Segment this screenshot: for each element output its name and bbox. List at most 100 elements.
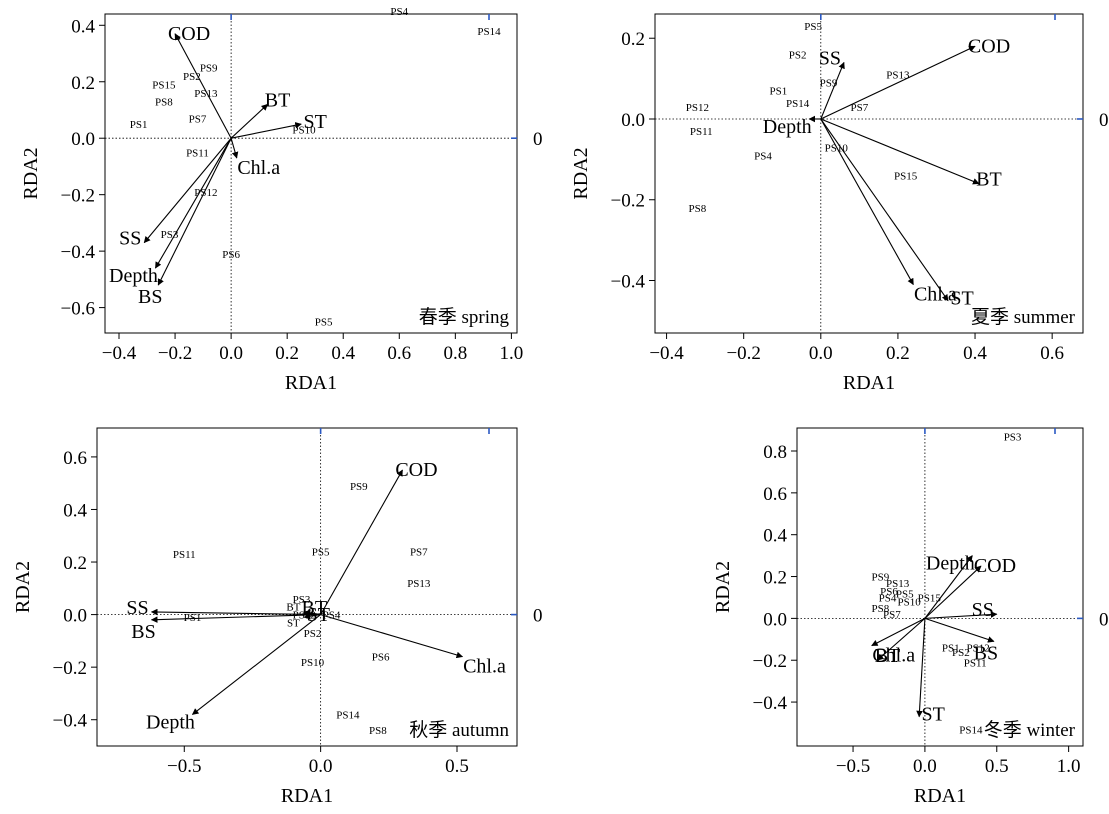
site-label-ps13: PS13	[407, 578, 431, 590]
y-tick-label: 0.4	[71, 16, 95, 37]
y-tick-label: 0.2	[763, 568, 787, 589]
vector-label-st: ST	[950, 288, 973, 310]
y-tick-label: −0.2	[61, 186, 95, 207]
vector-label-chla: Chl.a	[463, 656, 506, 678]
x-axis-label: RDA1	[285, 372, 337, 394]
site-label-ps2: PS2	[952, 647, 970, 659]
site-label-ps12: PS12	[194, 187, 217, 199]
vector-arrow-depth	[924, 555, 973, 619]
vector-label-ss: SS	[119, 228, 141, 250]
vector-arrow-bs	[157, 137, 232, 286]
vector-arrow-cod	[320, 469, 403, 615]
site-label-ps3: PS3	[293, 594, 311, 606]
site-label-ps15: PS15	[152, 80, 176, 92]
site-label-ps14: PS14	[477, 26, 501, 38]
site-label-ps7: PS7	[410, 547, 428, 559]
site-label-ps15: PS15	[894, 171, 918, 183]
vector-arrow-st	[916, 618, 926, 718]
site-label-ps3: PS3	[1004, 431, 1022, 443]
panel-autumn: −0.5 0.0 0.5 −0.4 −0.2 0.0 0.2 0.4 0.6 RDA1 RDA2 0 秋…	[12, 427, 543, 807]
vector-label-bt: BT	[976, 169, 1002, 191]
vector-label-depth: Depth	[109, 265, 158, 287]
site-label-ps10: PS10	[897, 597, 921, 609]
season-label: 冬季 winter	[984, 719, 1076, 741]
site-label-ps4: PS4	[390, 6, 408, 18]
y-tick-label: −0.4	[753, 693, 788, 714]
y-tick-label: 0.0	[763, 609, 787, 630]
site-label-ps14: PS14	[336, 709, 360, 721]
site-label-ps10: PS10	[825, 142, 849, 154]
site-label-ps11: PS11	[173, 549, 196, 561]
site-label-ps13: PS13	[194, 88, 218, 100]
vector-arrow-ss	[924, 611, 998, 619]
plot-frame	[96, 427, 518, 747]
vector-label-cod: COD	[974, 555, 1016, 577]
y-tick-label: 0.2	[621, 29, 645, 50]
x-axis-label: RDA1	[914, 785, 966, 807]
y-axis-label: RDA2	[570, 147, 592, 199]
vector-label-st: ST	[307, 604, 330, 626]
secondary-axis-zero-label: 0	[1099, 110, 1109, 131]
x-tick-label: −0.5	[836, 756, 870, 777]
site-label-ps7: PS7	[189, 113, 207, 125]
season-label: 夏季 summer	[971, 306, 1076, 328]
vector-arrow-bt	[303, 609, 321, 617]
x-tick-label: 0.6	[387, 343, 411, 364]
vector-label-st: ST	[921, 704, 944, 726]
y-tick-label: 0.6	[763, 484, 787, 505]
x-tick-label: 0.6	[1040, 343, 1064, 364]
site-label-ps1: PS1	[942, 643, 960, 655]
vector-label-bs: BS	[138, 286, 162, 308]
site-label-ps9: PS9	[820, 78, 838, 90]
x-axis-label: RDA1	[281, 785, 333, 807]
site-label-ps13: PS13	[886, 578, 910, 590]
panel-summer: −0.4 −0.2 0.0 0.2 0.4 0.6 −0.4 −0.2 0.0 0.2 RDA1 RD…	[570, 13, 1109, 394]
x-tick-label: 0.4	[331, 343, 355, 364]
x-tick-label: 0.0	[219, 343, 243, 364]
site-label-ps8: PS8	[689, 203, 707, 215]
vector-label-bs: BS	[974, 642, 998, 664]
vector-arrow-st	[820, 118, 949, 302]
site-label-ps6: PS6	[222, 249, 240, 261]
site-label-ps9: PS9	[350, 481, 368, 493]
x-tick-label: 0.2	[275, 343, 299, 364]
plot-frame	[796, 427, 1084, 747]
site-label-ps2: PS2	[304, 628, 322, 640]
y-tick-label: −0.2	[753, 651, 787, 672]
site-label-ps5: PS5	[896, 588, 914, 600]
y-tick-label: −0.4	[611, 272, 646, 293]
x-tick-label: 0.2	[886, 343, 910, 364]
site-label-ps9: PS9	[200, 63, 218, 75]
site-label-ps5: PS5	[312, 547, 330, 559]
site-label-ps14: PS14	[959, 724, 983, 736]
y-axis-label: RDA2	[12, 561, 34, 613]
vector-arrow-chla	[820, 118, 914, 286]
y-tick-label: −0.2	[611, 191, 645, 212]
vector-label-st: ST	[304, 111, 327, 133]
plot-frame	[104, 13, 518, 334]
vector-arrow-chla	[871, 617, 926, 647]
site-label-ps4: PS4	[323, 610, 341, 622]
x-tick-label: 0.5	[445, 756, 469, 777]
site-label-ps8: PS8	[871, 603, 889, 615]
y-tick-label: −0.2	[53, 658, 87, 679]
site-label-ps8: PS8	[155, 97, 173, 109]
site-label-ps15: PS15	[918, 592, 942, 604]
site-label-ps8: PS8	[369, 725, 387, 737]
vector-arrow-cod	[820, 45, 976, 120]
y-axis-label: RDA2	[712, 561, 734, 613]
site-label-ps7: PS7	[883, 609, 901, 621]
vector-label-depth: Depth	[146, 711, 195, 733]
vector-label-depth: Depth	[763, 116, 812, 138]
vector-label-cod: COD	[395, 459, 437, 481]
site-label-ps1: PS1	[130, 119, 148, 131]
site-label-ps11: PS11	[186, 147, 209, 159]
secondary-axis-zero-label: 0	[533, 129, 543, 150]
vector-arrow-cod	[174, 33, 232, 139]
x-tick-label: −0.2	[726, 343, 760, 364]
secondary-axis-zero-label: 0	[533, 606, 543, 627]
site-label-ps7: PS7	[850, 102, 868, 114]
x-axis-label: RDA1	[843, 372, 895, 394]
x-tick-label: 1.0	[500, 343, 524, 364]
site-label-ps14: PS14	[786, 98, 810, 110]
